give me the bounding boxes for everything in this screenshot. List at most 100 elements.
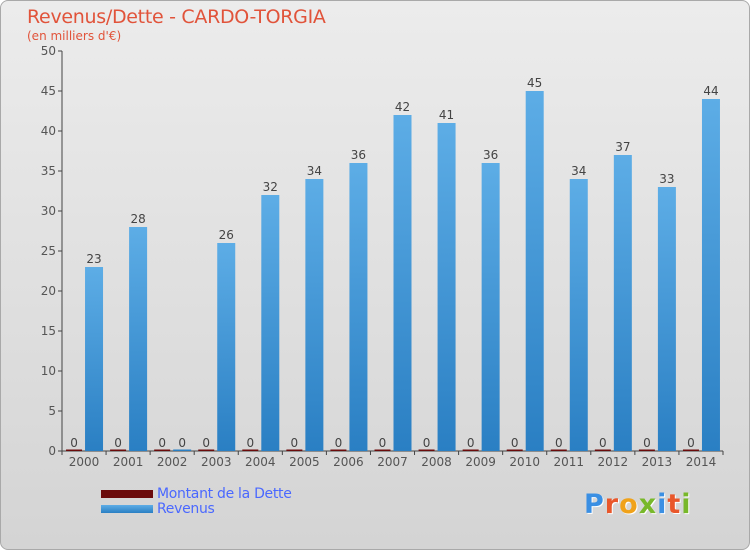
x-tick-label: 2010 (509, 455, 540, 469)
data-label-revenus: 26 (219, 228, 234, 242)
data-label-revenus: 32 (263, 180, 278, 194)
bar-dette (638, 449, 655, 451)
y-tick-label: 25 (41, 244, 56, 258)
bar-revenus (525, 91, 544, 451)
y-tick-label: 35 (41, 164, 56, 178)
bar-revenus (173, 449, 192, 451)
logo-letter: i (681, 489, 692, 520)
bar-revenus (217, 243, 236, 451)
bar-chart-plot: 0 5 10 15 20 25 30 35 40 45 50 2000 2001 2002 2003 2004… (41, 44, 724, 469)
data-label-revenus: 37 (615, 140, 630, 154)
bar-revenus (657, 187, 676, 451)
x-tick-label: 2004 (245, 455, 276, 469)
data-label-dette: 0 (70, 436, 78, 450)
bar-dette (330, 449, 347, 451)
data-label-revenus: 41 (439, 108, 454, 122)
data-label-dette: 0 (158, 436, 166, 450)
logo-letter: o (619, 489, 639, 520)
x-tick-label: 2005 (289, 455, 320, 469)
x-tick-label: 2003 (201, 455, 232, 469)
y-tick-label: 15 (41, 324, 56, 338)
x-tick-label: 2011 (553, 455, 584, 469)
logo-letter: i (657, 489, 668, 520)
bar-revenus (85, 267, 104, 451)
bar-revenus (701, 99, 720, 451)
data-label-dette: 0 (246, 436, 254, 450)
y-tick-label: 10 (41, 364, 56, 378)
bar-revenus (481, 163, 500, 451)
y-tick-label: 45 (41, 84, 56, 98)
data-label-revenus: 33 (659, 172, 674, 186)
bar-dette (462, 449, 479, 451)
data-label-revenus: 34 (571, 164, 586, 178)
data-label-revenus: 45 (527, 76, 542, 90)
bar-dette (286, 449, 303, 451)
bar-revenus (437, 123, 456, 451)
bar-dette (506, 449, 523, 451)
x-tick-label: 2007 (377, 455, 408, 469)
data-label-revenus: 0 (178, 436, 186, 450)
x-tick-label: 2006 (333, 455, 364, 469)
bar-revenus (129, 227, 148, 451)
data-label-revenus: 23 (86, 252, 101, 266)
y-tick-label: 5 (48, 404, 56, 418)
data-label-revenus: 34 (307, 164, 322, 178)
y-tick-label: 20 (41, 284, 56, 298)
bar-revenus (349, 163, 368, 451)
chart-subtitle: (en milliers d'€) (27, 29, 122, 43)
data-label-dette: 0 (511, 436, 519, 450)
x-tick-label: 2014 (686, 455, 717, 469)
data-label-dette: 0 (555, 436, 563, 450)
legend-swatch-dette (101, 490, 153, 498)
bar-dette (418, 449, 435, 451)
data-label-revenus: 44 (703, 84, 718, 98)
y-tick-label: 50 (41, 44, 56, 58)
bar-revenus (613, 155, 632, 451)
logo-letter: x (638, 489, 658, 520)
data-label-dette: 0 (467, 436, 475, 450)
data-label-revenus: 36 (351, 148, 366, 162)
x-tick-label: 2001 (113, 455, 144, 469)
bar-revenus (393, 115, 412, 451)
data-label-dette: 0 (599, 436, 607, 450)
x-tick-label: 2013 (642, 455, 673, 469)
data-label-dette: 0 (114, 436, 122, 450)
data-label-dette: 0 (335, 436, 343, 450)
bar-dette (374, 449, 391, 451)
data-label-dette: 0 (687, 436, 695, 450)
y-tick-label: 40 (41, 124, 56, 138)
bar-revenus (261, 195, 280, 451)
data-label-dette: 0 (423, 436, 431, 450)
data-label-dette: 0 (202, 436, 210, 450)
proxiti-logo: Proxiti (584, 489, 692, 520)
bar-dette (198, 449, 215, 451)
y-tick-label: 0 (48, 444, 56, 458)
legend-swatch-revenus (101, 505, 153, 513)
data-label-dette: 0 (291, 436, 299, 450)
bar-dette (242, 449, 259, 451)
legend-label-dette: Montant de la Dette (157, 486, 292, 502)
data-label-revenus: 36 (483, 148, 498, 162)
x-tick-label: 2002 (157, 455, 188, 469)
x-tick-label: 2009 (465, 455, 496, 469)
bar-dette (550, 449, 567, 451)
y-tick-label: 30 (41, 204, 56, 218)
bar-dette (110, 449, 127, 451)
data-label-dette: 0 (379, 436, 387, 450)
logo-letter: P (584, 489, 605, 520)
bar-revenus (569, 179, 588, 451)
data-label-revenus: 28 (130, 212, 145, 226)
bar-dette (594, 449, 611, 451)
data-label-dette: 0 (643, 436, 651, 450)
logo-letter: t (667, 489, 682, 520)
legend-label-revenus: Revenus (157, 501, 215, 517)
bar-dette (66, 449, 83, 451)
x-tick-label: 2008 (421, 455, 452, 469)
logo-letter: r (604, 489, 620, 520)
bar-dette (154, 449, 171, 451)
bar-revenus (305, 179, 324, 451)
x-tick-label: 2012 (598, 455, 629, 469)
x-tick-label: 2000 (69, 455, 100, 469)
data-label-revenus: 42 (395, 100, 410, 114)
